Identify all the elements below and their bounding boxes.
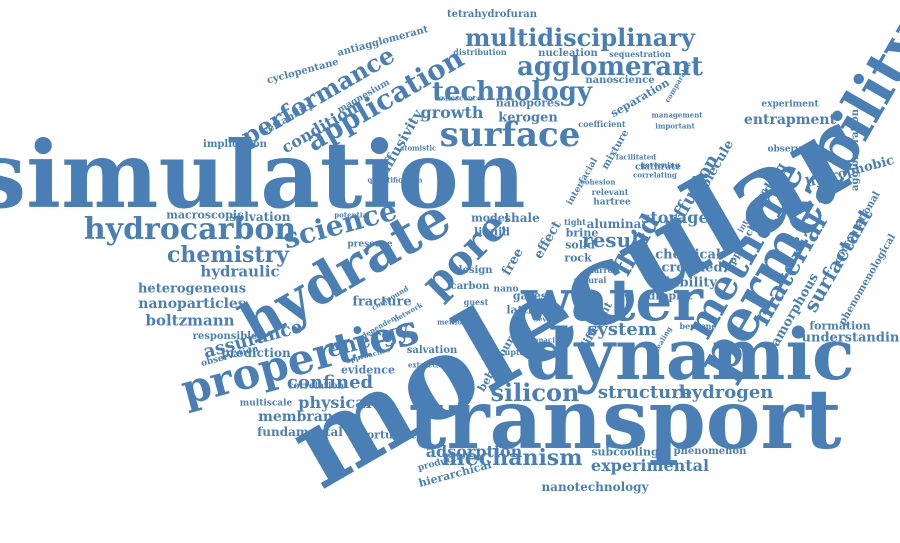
word-brine: brine: [565, 226, 599, 240]
word-correlating: correlating: [633, 170, 677, 180]
word-several: several: [534, 314, 562, 324]
word-multiscale: multiscale: [239, 398, 293, 409]
word-rock: rock: [564, 251, 592, 265]
word-macroscopic: macroscopic: [166, 208, 244, 222]
word-coefficient: coefficient: [578, 119, 626, 129]
word-evidence: evidence: [341, 363, 395, 377]
word-nanopores: nanopores: [495, 96, 561, 110]
word-method: method: [437, 317, 467, 327]
word-lattice: lattice: [506, 303, 546, 317]
word-mechanism: mechanism: [441, 445, 583, 471]
word-understanding: understanding: [801, 330, 900, 346]
word-quantification: quantification: [367, 175, 423, 185]
word-sequestration: sequestration: [609, 49, 671, 59]
word-chemical: chemical: [655, 247, 721, 263]
word-agglomerant: agglomerant: [517, 52, 703, 82]
word-tetrahydrofuran: tetrahydrofuran: [447, 9, 537, 20]
word-design: design: [455, 265, 493, 276]
word-liquid: liquid: [474, 225, 510, 239]
word-tight: tight: [564, 217, 586, 227]
word-transport: transport: [408, 372, 842, 468]
word-silicon: silicon: [490, 378, 580, 407]
word-formation: formation: [809, 319, 871, 333]
word-benzene: benzene: [679, 321, 717, 331]
word-presence: presence: [347, 239, 393, 250]
word-model: model: [471, 211, 509, 225]
word-droplet: droplet: [647, 289, 693, 303]
word-shale: shale: [504, 211, 540, 225]
word-important: important: [655, 121, 695, 131]
word-responsible: responsible: [192, 331, 258, 342]
word-correlation: correlation: [287, 381, 345, 392]
word-cohesion: cohesion: [580, 177, 616, 187]
word-gases: gases: [512, 289, 548, 303]
word-agglomeration: agglomeration: [850, 109, 861, 191]
word-nanotechnology: nanotechnology: [541, 480, 649, 494]
word-simulation: simulation: [0, 121, 526, 229]
word-distribution: distribution: [453, 47, 507, 57]
word-entrapment: entrapment: [743, 112, 837, 128]
word-fracture: fracture: [352, 294, 412, 310]
word-solubility: solubility: [649, 275, 717, 291]
word-narrow: narrow: [588, 265, 620, 275]
word-kerogen: kerogen: [498, 110, 558, 126]
word-natural: natural: [573, 275, 607, 285]
word-crowded: crowded: [661, 260, 723, 276]
word-extraction: extraction: [408, 360, 448, 370]
word-water: water: [521, 266, 703, 334]
word-boltzmann: boltzmann: [145, 311, 235, 330]
word-hartree: hartree: [593, 197, 631, 208]
word-tortuosity: tortuosity: [361, 428, 423, 442]
word-solid: solid: [565, 238, 595, 252]
word-capacity: capacity: [529, 335, 563, 345]
word-prediction: prediction: [221, 346, 291, 360]
word-potential: potential: [334, 210, 370, 220]
word-hydrogen: hydrogen: [678, 382, 774, 403]
word-storage: storage: [641, 208, 709, 227]
word-mixture: mixture: [599, 128, 632, 172]
word-structure: structure: [597, 382, 693, 403]
word-technology: technology: [431, 77, 593, 107]
word-solvation: solvation: [229, 210, 291, 224]
word-system: system: [587, 319, 657, 340]
word-multidisciplinary: multidisciplinary: [465, 23, 695, 52]
word-relevant: relevant: [591, 187, 629, 197]
word-alumina: alumina: [586, 217, 642, 231]
word-management: management: [651, 110, 703, 120]
word-experiment: experiment: [761, 99, 819, 110]
word-coalescence: coalescence: [434, 93, 482, 103]
word-hydrocarbon: hydrocarbon: [83, 212, 297, 247]
word-atomistic: atomistic: [399, 143, 437, 153]
word-guest: guest: [463, 297, 489, 307]
word-uptake: uptake: [504, 347, 536, 357]
word-observed: observed: [767, 144, 813, 155]
word-physical: physical: [298, 393, 372, 412]
word-hydraulic: hydraulic: [200, 262, 280, 281]
word-salvation: salvation: [406, 345, 458, 356]
word-fundamental: fundamental: [257, 425, 343, 439]
word-result: result: [582, 228, 648, 252]
word-clathrate: clathrate: [635, 162, 681, 173]
word-membrane: membrane: [258, 409, 342, 425]
word-dynamic: dynamic: [525, 313, 855, 396]
word-facilitated: facilitated: [615, 152, 657, 162]
word-growth: growth: [420, 103, 484, 122]
word-governing: governing: [640, 160, 680, 170]
word-nanoparticles: nanoparticles: [138, 296, 246, 312]
word-nucleation: nucleation: [538, 48, 598, 59]
word-implication: implication: [203, 139, 267, 150]
word-phenomenon: phenomenon: [673, 446, 747, 457]
word-heterogeneous: heterogeneous: [137, 281, 247, 297]
word-nanoscience: nanoscience: [585, 75, 655, 86]
word-carbon: carbon: [450, 281, 490, 292]
word-nano: nano: [493, 284, 519, 295]
word-adsorption: adsorption: [425, 442, 523, 461]
word-subcooling: subcooling: [591, 445, 659, 459]
word-surface: surface: [439, 115, 581, 155]
word-experimental: experimental: [590, 456, 710, 475]
word-confined: confined: [286, 372, 374, 393]
word-chemistry: chemistry: [167, 242, 289, 268]
